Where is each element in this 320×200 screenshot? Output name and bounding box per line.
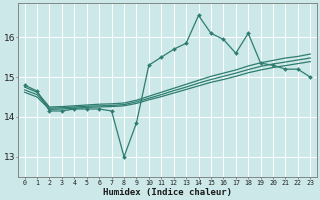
- X-axis label: Humidex (Indice chaleur): Humidex (Indice chaleur): [103, 188, 232, 197]
